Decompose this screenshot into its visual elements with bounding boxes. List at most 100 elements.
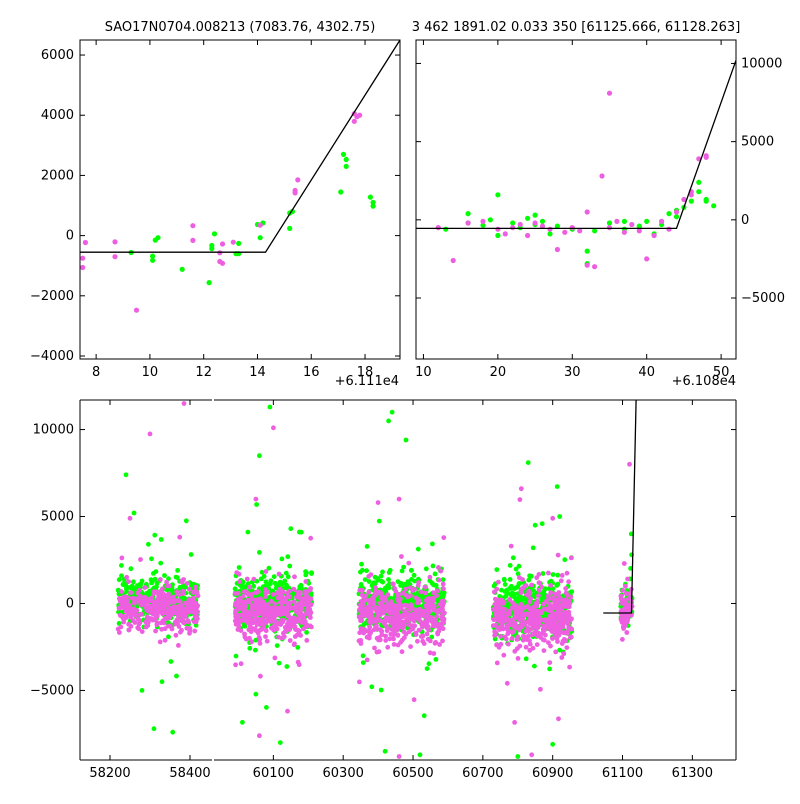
data-point-r	[553, 611, 559, 617]
data-point-r	[372, 604, 378, 610]
data-point-r	[509, 636, 515, 641]
data-point-r	[272, 601, 278, 607]
data-point-g	[158, 560, 164, 566]
data-point-r	[592, 264, 598, 270]
data-point-g	[150, 253, 156, 259]
data-point-g	[510, 555, 516, 561]
data-point-r	[267, 611, 273, 616]
data-point-r	[514, 610, 520, 616]
data-point-r	[564, 645, 570, 650]
data-point-g	[166, 634, 171, 640]
data-point-r	[577, 228, 583, 234]
data-point-g	[360, 653, 366, 659]
data-point-r	[494, 642, 499, 648]
data-point-r	[138, 602, 144, 608]
data-point-r	[496, 579, 501, 585]
data-point-g	[276, 660, 282, 666]
data-point-r	[552, 591, 558, 597]
data-point-r	[275, 595, 281, 601]
data-point-r	[420, 634, 425, 639]
data-point-g	[495, 192, 501, 198]
data-point-r	[550, 605, 556, 611]
data-point-g	[367, 194, 373, 200]
data-point-r	[399, 649, 405, 655]
data-point-g	[259, 592, 264, 598]
data-point-r	[158, 577, 163, 582]
data-point-g	[366, 579, 372, 584]
data-point-r	[510, 225, 516, 231]
data-point-r	[543, 599, 549, 604]
data-point-r	[303, 622, 309, 628]
data-point-r	[119, 555, 125, 561]
data-point-g	[703, 196, 709, 203]
data-point-g	[443, 226, 449, 232]
data-point-g	[532, 663, 537, 669]
data-point-r	[529, 608, 534, 614]
data-point-g	[272, 580, 278, 586]
data-point-g	[168, 659, 174, 664]
data-point-r	[523, 583, 529, 588]
data-point-r	[411, 618, 417, 624]
data-point-r	[385, 644, 391, 650]
data-point-g	[526, 577, 532, 583]
data-point-r	[395, 592, 401, 598]
data-point-r	[256, 635, 262, 640]
data-point-g	[547, 666, 552, 672]
data-point-r	[172, 619, 178, 625]
data-point-r	[534, 625, 539, 631]
data-point-r	[243, 636, 249, 642]
data-point-r	[436, 628, 442, 634]
data-point-r	[246, 627, 252, 633]
x-tick-label: 10	[142, 365, 159, 380]
data-point-g	[557, 647, 562, 653]
data-point-r	[416, 627, 422, 633]
data-point-r	[559, 655, 565, 660]
data-point-r	[627, 591, 633, 596]
data-point-outlier	[557, 514, 563, 519]
data-point-r	[567, 601, 572, 606]
data-point-r	[366, 589, 372, 595]
data-point-r	[361, 611, 367, 617]
data-point-g	[480, 222, 486, 228]
data-point-r	[546, 570, 551, 576]
data-point-r	[425, 597, 431, 603]
data-point-r	[539, 223, 546, 229]
data-point-g	[309, 570, 314, 576]
data-point-g	[554, 223, 561, 229]
data-point-r	[622, 620, 627, 626]
data-point-r	[243, 590, 249, 595]
data-point-r	[480, 218, 486, 224]
data-point-g	[259, 569, 265, 575]
data-point-r	[180, 589, 186, 594]
data-point-r	[286, 627, 292, 633]
data-point-outlier	[267, 404, 273, 410]
data-point-r	[292, 574, 297, 580]
data-point-r	[286, 613, 292, 619]
data-point-g	[515, 571, 521, 577]
data-point-r	[190, 223, 196, 229]
data-point-r	[383, 633, 388, 639]
data-point-g	[375, 577, 381, 583]
data-point-r	[494, 660, 500, 666]
data-point-r	[391, 642, 397, 647]
data-point-r	[503, 636, 509, 642]
data-point-g	[304, 570, 309, 576]
data-point-r	[128, 590, 134, 595]
data-point-r	[383, 638, 389, 643]
data-point-r	[625, 576, 630, 582]
data-point-r	[403, 631, 409, 637]
data-point-r	[256, 597, 261, 603]
data-point-r	[176, 624, 182, 629]
data-point-r	[402, 635, 407, 640]
data-point-r	[307, 587, 313, 593]
data-point-g	[441, 590, 447, 596]
data-point-r	[550, 619, 556, 625]
data-point-r	[180, 616, 186, 622]
data-point-r	[520, 619, 526, 625]
data-point-g	[504, 603, 510, 609]
data-point-g	[424, 666, 430, 671]
data-point-r	[151, 601, 157, 607]
data-point-r	[629, 221, 635, 228]
data-point-r	[162, 637, 168, 643]
